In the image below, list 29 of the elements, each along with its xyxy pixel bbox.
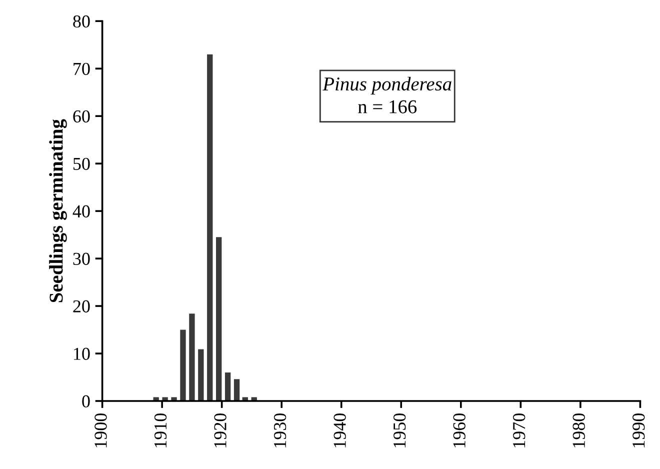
y-tick-label: 10 — [74, 348, 90, 360]
y-tick-label: 60 — [73, 110, 90, 123]
y-tick-label: 50 — [73, 158, 90, 170]
annotation: n = 166 — [358, 100, 417, 114]
bar — [216, 237, 222, 401]
x-tick-label: 1910 — [154, 413, 167, 448]
x-tick-label: 1930 — [274, 413, 286, 448]
bar — [234, 379, 240, 401]
bar — [207, 54, 213, 401]
x-tick-label: 1920 — [214, 413, 226, 448]
bar — [224, 372, 231, 401]
x-tick-label: 1980 — [572, 413, 585, 448]
x-tick-label: 1960 — [453, 413, 466, 448]
x-tick-label: 1900 — [94, 413, 107, 448]
x-tick-label: 1940 — [334, 413, 346, 448]
annotation: Pinus ponderesa — [322, 76, 452, 95]
bar — [180, 330, 186, 401]
bar — [198, 349, 204, 401]
y-tick-label: 0 — [82, 395, 90, 408]
y-tick-label: 40 — [72, 205, 90, 218]
x-tick-label: 1990 — [632, 413, 645, 448]
x-tick-label: 1970 — [513, 413, 526, 448]
y-tick-label: 20 — [73, 300, 90, 312]
y-tick-label: 70 — [74, 62, 90, 76]
y-axis-title: Seedlings germinating — [49, 119, 67, 302]
x-tick-label: 1950 — [393, 413, 406, 448]
y-tick-label: 80 — [73, 15, 90, 28]
y-tick-label: 30 — [73, 252, 90, 265]
bar — [189, 314, 195, 401]
